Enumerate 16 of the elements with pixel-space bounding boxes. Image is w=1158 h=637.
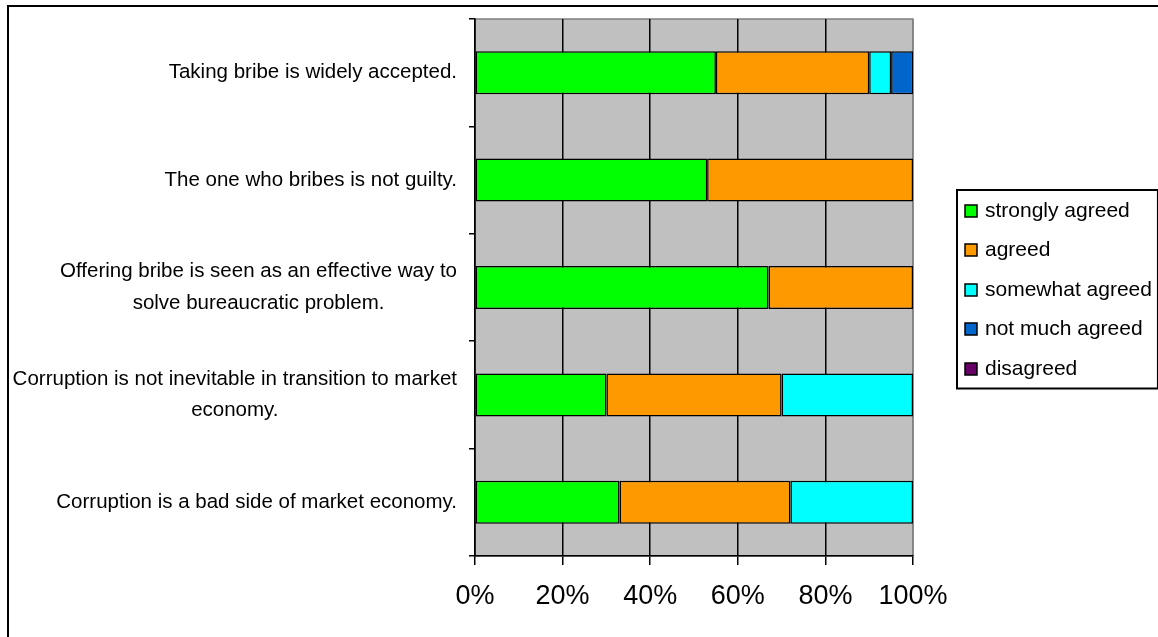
x-tick-label: 40% <box>623 579 678 610</box>
x-tick-label: 60% <box>710 579 765 610</box>
y-tick-label: Corruption is not inevitable in transition to market economy. <box>12 365 458 421</box>
x-tick-label: 100% <box>878 579 948 610</box>
y-tick-label: Corruption is a bad side of market economy. <box>56 488 457 512</box>
y-tick-label: Taking bribe is widely accepted. <box>168 59 457 83</box>
legend-label: somewhat agreed <box>985 276 1152 300</box>
legend-label: agreed <box>985 236 1051 260</box>
y-tick-label: The one who bribes is not guilty. <box>164 166 457 190</box>
legend-label: strongly agreed <box>985 197 1130 221</box>
y-tick-label: Offering bribe is seen as an effective way to solve bureaucratic problem. <box>60 258 457 313</box>
legend-label: not much agreed <box>985 315 1143 339</box>
x-tick-label: 0% <box>455 579 495 610</box>
x-tick-label: 80% <box>798 579 853 610</box>
x-tick-label: 20% <box>535 579 590 610</box>
legend-label: disagreed <box>985 355 1078 379</box>
